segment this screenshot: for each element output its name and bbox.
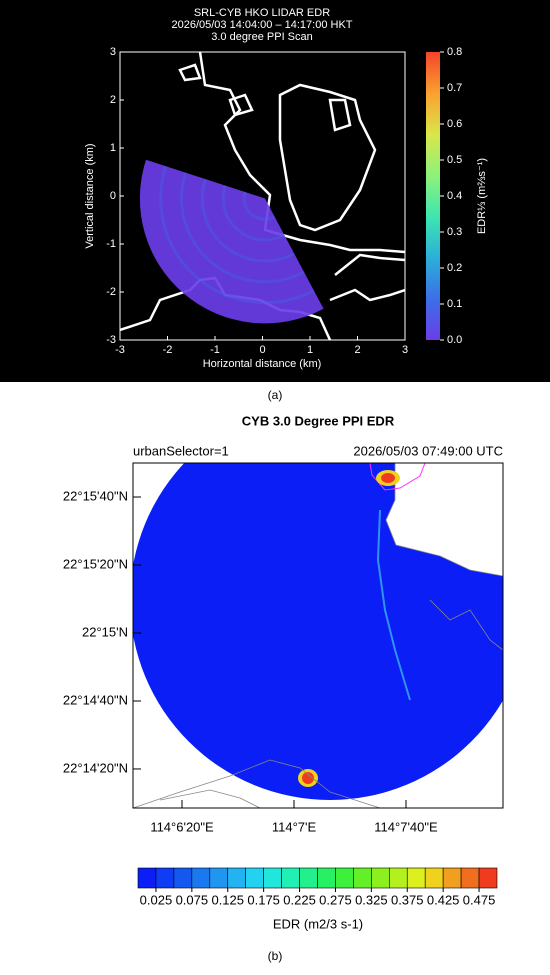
colorbar-cell (299, 867, 318, 889)
range-ring (180, 172, 305, 284)
colorbar-tick-label: 0.075 (176, 892, 209, 907)
colorbar-tick-label: 0.225 (283, 892, 316, 907)
colorbar-cell (155, 867, 175, 889)
plot-frame (132, 462, 504, 809)
colorbar-tick-label: 0.025 (140, 892, 173, 907)
range-ring (242, 191, 276, 221)
colorbar-cell (263, 867, 282, 889)
caption: (a) (268, 388, 283, 402)
hotspot (381, 473, 395, 483)
colorbar-tick-label: 0.4 (447, 190, 462, 202)
x-tick-label: 114°6'20"E (150, 819, 214, 834)
panel-background (0, 0, 550, 382)
y-tick-label: 1 (110, 142, 116, 154)
land (385, 463, 503, 577)
y-tick-label: 0 (110, 190, 116, 202)
colorbar (137, 867, 498, 889)
colorbar-tick-label: 0.5 (447, 154, 462, 166)
colorbar-label: EDR (m2/3 s-1) (273, 916, 363, 931)
colorbar-cell (460, 867, 480, 889)
y-tick-label: -1 (106, 238, 116, 250)
colorbar-label: EDR⅓ (m⅔s⁻¹) (476, 158, 488, 234)
coastline (159, 789, 261, 808)
y-tick-label: -3 (106, 334, 116, 346)
y-tick-label: 2 (110, 94, 116, 106)
scan-disk (133, 463, 503, 800)
colorbar-cell (478, 867, 498, 889)
colorbar-cell (227, 867, 247, 889)
panel-b: CYB 3.0 Degree PPI EDR urbanSelector=1 2… (63, 413, 504, 931)
map-area (133, 463, 503, 808)
range-ring (221, 185, 286, 242)
sector (139, 159, 324, 324)
colorbar-tick-label: 0.8 (447, 46, 462, 58)
colorbar-cell (281, 867, 300, 889)
colorbar-tick-label: 0.7 (447, 82, 462, 94)
colorbar-cell (245, 867, 264, 889)
x-tick-label: -2 (163, 344, 173, 356)
range-ring (159, 165, 315, 305)
colorbar-tick-label: 0.325 (355, 892, 388, 907)
colorbar-cell (191, 867, 211, 889)
x-tick-label: 3 (402, 344, 408, 356)
title-line: 2026/05/03 14:04:00 – 14:17:00 HKT (171, 19, 352, 31)
y-tick-label: -2 (106, 286, 116, 298)
y-tick-label: 22°15'N (82, 624, 128, 639)
colorbar-tick-label: 0.425 (427, 892, 460, 907)
coastline (429, 599, 503, 651)
scan-sector (139, 159, 324, 324)
plume (376, 509, 411, 701)
colorbar-cell (424, 867, 444, 889)
colorbar-tick-label: 0.2 (447, 262, 462, 274)
colorbar-cell (353, 867, 372, 889)
colorbar (426, 52, 440, 340)
x-tick-label: -1 (210, 344, 220, 356)
title-line: SRL-CYB HKO LIDAR EDR (194, 7, 330, 19)
y-tick-label: 22°14'20"N (63, 760, 128, 775)
x-tick-label: 0 (259, 344, 265, 356)
hotspot (302, 772, 314, 784)
colorbar-cell (406, 867, 426, 889)
colorbar-tick-label: 0.3 (447, 226, 462, 238)
range-ring (200, 178, 295, 263)
colorbar-tick-label: 0.175 (247, 892, 280, 907)
y-axis-label: Vertical distance (km) (84, 143, 96, 248)
panel-a: SRL-CYB HKO LIDAR EDR 2026/05/03 14:04:0… (0, 0, 550, 382)
chart-title: CYB 3.0 Degree PPI EDR (242, 413, 395, 428)
y-tick-label: 22°15'20"N (63, 556, 128, 571)
colorbar-tick-label: 0.475 (463, 892, 496, 907)
colorbar-tick-label: 0.0 (447, 334, 462, 346)
y-tick-label: 22°15'40"N (63, 488, 128, 503)
colorbar-tick-label: 0.6 (447, 118, 462, 130)
disk (133, 463, 503, 800)
hotspot-edge (369, 463, 426, 491)
subtitle-left: urbanSelector=1 (133, 443, 229, 458)
colorbar-cell (173, 867, 193, 889)
x-tick-label: 1 (307, 344, 313, 356)
x-axis-label: Horizontal distance (km) (203, 358, 322, 370)
colorbar-tick-label: 0.375 (391, 892, 424, 907)
x-tick-label: 114°7'40"E (374, 819, 438, 834)
colorbar-tick-label: 0.275 (319, 892, 352, 907)
colorbar-cell (335, 867, 354, 889)
subtitle-right: 2026/05/03 07:49:00 UTC (353, 443, 503, 458)
colorbar-cell (442, 867, 462, 889)
caption: (b) (268, 949, 283, 963)
colorbar-cell (388, 867, 408, 889)
colorbar-cell (209, 867, 229, 889)
colorbar-cell (137, 867, 157, 889)
title-line: 3.0 degree PPI Scan (211, 31, 313, 43)
y-tick-label: 22°14'40"N (63, 692, 128, 707)
colorbar-cell (317, 867, 336, 889)
colorbar-tick-label: 0.125 (211, 892, 244, 907)
x-tick-label: 2 (354, 344, 360, 356)
y-tick-label: 3 (110, 46, 116, 58)
colorbar-cell (371, 867, 390, 889)
x-tick-label: -3 (115, 344, 125, 356)
coastline (133, 759, 381, 808)
colorbar-tick-label: 0.1 (447, 298, 462, 310)
x-tick-label: 114°7'E (272, 819, 317, 834)
